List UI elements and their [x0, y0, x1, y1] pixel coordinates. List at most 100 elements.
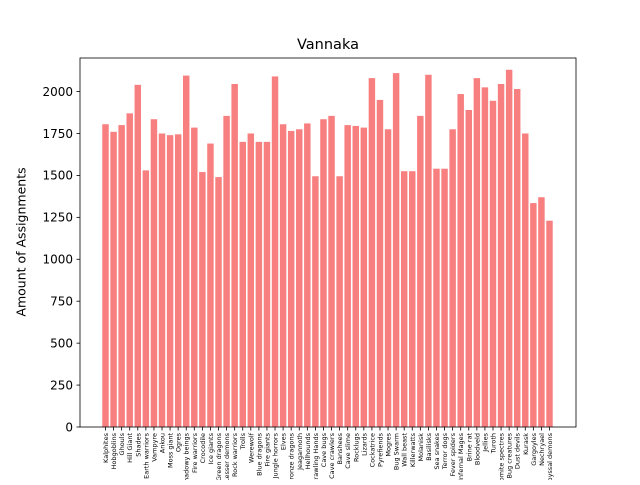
bar	[304, 123, 311, 427]
bar	[287, 130, 295, 427]
bar	[134, 84, 142, 427]
bar	[368, 78, 376, 427]
bar	[449, 129, 456, 427]
x-tick-label: Jungle horrors	[272, 432, 280, 479]
x-tick-label: Elves	[280, 432, 288, 450]
y-tick-label: 1750	[42, 127, 73, 141]
bar	[546, 220, 553, 427]
x-tick-label: Abyssal demons	[546, 432, 554, 480]
y-tick-label: 0	[65, 420, 73, 434]
bar	[247, 133, 255, 428]
bar	[344, 125, 351, 427]
x-tick-label: Mogres	[385, 432, 393, 456]
bar	[538, 197, 545, 427]
x-tick-label: Bronze dragons	[288, 432, 296, 480]
x-tick-label: Green dragons	[215, 432, 223, 480]
x-tick-label: Werewolf	[247, 432, 255, 463]
bar	[522, 133, 529, 428]
bar	[530, 203, 537, 427]
x-tick-label: Lesser demons	[223, 432, 231, 480]
x-tick-label: Hellhounds	[304, 432, 312, 469]
x-tick-label: Kurask	[522, 433, 530, 455]
bar	[142, 170, 150, 427]
bar	[207, 143, 214, 428]
x-tick-label: Vampyre	[150, 433, 158, 462]
y-tick-label: 250	[50, 378, 73, 392]
bar	[271, 76, 279, 427]
bar	[457, 94, 464, 427]
x-tick-label: Crocodile	[199, 433, 207, 463]
bar	[425, 74, 432, 428]
bar	[352, 125, 359, 428]
x-tick-label: Fire warriors	[191, 432, 199, 473]
x-tick-label: Molanisk	[417, 433, 425, 462]
x-tick-label: Earth warriors	[142, 432, 150, 478]
y-tick-label: 750	[50, 295, 73, 309]
x-tick-label: Turoth	[489, 433, 497, 454]
x-tick-label: Ankou	[159, 433, 167, 453]
x-tick-label: Cave slime	[344, 433, 352, 469]
x-tick-label: Hobgoblins	[110, 432, 118, 469]
x-tick-label: Trolls	[239, 432, 247, 450]
bar	[320, 119, 327, 427]
bar	[158, 133, 166, 428]
x-tick-label: Nechryael	[538, 433, 546, 466]
y-axis-ticks: 0 250 500 750 1000 1250 1500 1750 2000	[42, 85, 80, 434]
bar	[239, 141, 246, 428]
x-tick-label: Jeagannoth	[296, 433, 304, 471]
bar	[473, 78, 481, 427]
bar	[174, 134, 182, 427]
x-tick-label: Terror dogs	[441, 432, 449, 470]
plot-area-frame	[79, 57, 577, 428]
bar	[513, 89, 521, 427]
x-tick-label: Harpie Bug creatures	[506, 432, 514, 480]
bar	[481, 87, 489, 427]
x-tick-label: Jellies	[481, 432, 489, 452]
bar	[166, 135, 174, 427]
x-tick-label: Cave crawlers	[328, 432, 336, 478]
x-tick-label: Banshees	[336, 432, 344, 464]
bar	[441, 168, 448, 427]
bar	[497, 84, 505, 427]
x-tick-label: Wall beast	[401, 433, 409, 467]
x-tick-label: Moss giant	[167, 433, 175, 468]
x-tick-label: Kalphites	[102, 432, 110, 463]
bar	[183, 75, 190, 428]
bar	[392, 73, 400, 427]
bar	[360, 127, 368, 428]
x-tick-label: Cockatrice	[368, 433, 376, 467]
bar	[376, 99, 384, 428]
x-tick-label: Ogres	[175, 432, 183, 452]
bar	[215, 177, 222, 427]
bar	[110, 131, 117, 428]
bar	[328, 115, 335, 428]
bar	[126, 113, 133, 427]
x-tick-label: Bloodveld	[473, 433, 481, 465]
x-tick-label: Brine rat	[465, 433, 473, 462]
bar	[102, 124, 109, 427]
bar	[417, 115, 424, 428]
bar	[409, 171, 416, 427]
bar	[191, 127, 198, 428]
y-tick-label: 500	[50, 336, 73, 350]
bar	[118, 125, 125, 427]
bar	[400, 171, 408, 427]
bar	[433, 168, 440, 427]
x-tick-label: Gargoyles	[530, 432, 538, 465]
bar	[255, 141, 263, 428]
x-tick-label: Fire giants	[263, 432, 271, 466]
x-tick-label: Pyrefiends	[376, 432, 384, 467]
y-tick-label: 2000	[42, 85, 73, 99]
y-tick-label: 1500	[42, 169, 73, 183]
x-tick-label: Lizards	[360, 432, 368, 456]
x-tick-label: Ghouls	[118, 432, 126, 455]
x-tick-label: Infernal Mages	[457, 432, 465, 480]
x-tick-label: Basilisks	[425, 432, 433, 460]
bar	[465, 110, 472, 427]
bar	[150, 119, 158, 427]
x-tick-label: Hill Giant	[126, 433, 134, 463]
bar	[296, 129, 303, 427]
bar	[336, 176, 343, 427]
